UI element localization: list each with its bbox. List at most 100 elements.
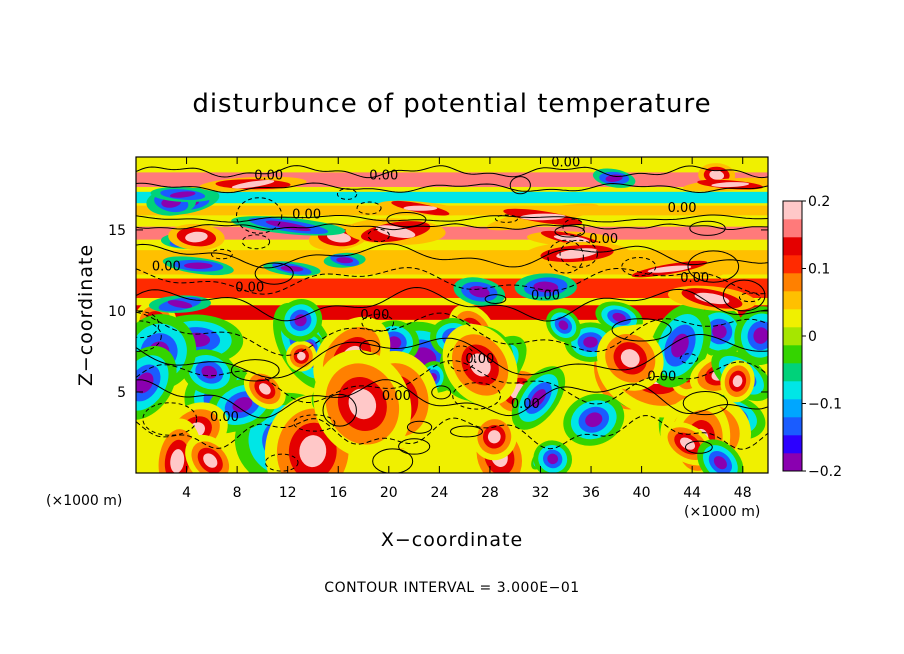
field-cell bbox=[203, 453, 218, 468]
contour-loop bbox=[682, 391, 729, 416]
colorbar-swatch bbox=[783, 381, 802, 400]
contour-label: 0.00 bbox=[511, 397, 540, 412]
colorbar: 0.2 0.1 0 −0.1 −0.2 bbox=[782, 194, 842, 480]
field-band bbox=[136, 191, 768, 204]
contour-loop bbox=[293, 414, 336, 432]
contour-line bbox=[136, 334, 768, 379]
contour-loop bbox=[449, 425, 484, 438]
contour-line bbox=[136, 286, 768, 322]
contour-loop bbox=[367, 228, 390, 243]
colorbar-swatch bbox=[783, 291, 802, 310]
field-cell bbox=[294, 314, 307, 327]
contour-label: 0.00 bbox=[589, 232, 618, 247]
contour-loop bbox=[386, 211, 427, 228]
contour-label: 0.00 bbox=[465, 352, 494, 367]
contour-label: 0.00 bbox=[254, 169, 283, 184]
contour-line bbox=[136, 243, 768, 269]
contour-loop bbox=[494, 214, 519, 223]
contour-loop bbox=[484, 294, 507, 304]
contour-loop bbox=[210, 248, 233, 260]
contour-loop bbox=[559, 239, 598, 268]
x-axis-label: X−coordinate bbox=[381, 529, 523, 551]
contour-label: 0.00 bbox=[531, 289, 560, 304]
x-tick-label: 16 bbox=[329, 485, 347, 501]
contour-loop bbox=[136, 311, 160, 339]
contour-loop bbox=[452, 382, 501, 410]
field-cell bbox=[712, 324, 727, 339]
contour-line bbox=[136, 182, 768, 194]
field-cell bbox=[169, 191, 196, 198]
colorbar-swatch bbox=[783, 219, 802, 238]
contour-loop bbox=[322, 393, 357, 427]
contour-loop bbox=[336, 188, 358, 200]
contour-label: 0.00 bbox=[292, 208, 321, 223]
field-cell bbox=[265, 220, 311, 232]
field-cell bbox=[647, 265, 692, 273]
field-cell bbox=[713, 456, 727, 470]
contour-labels: 0.00 0.00 0.00 0.00 0.00 0.00 0.00 0.00 0.00 0.00… bbox=[152, 157, 709, 425]
contour-loop bbox=[679, 353, 699, 364]
field-cell bbox=[620, 349, 640, 368]
contour-loop bbox=[738, 292, 761, 303]
field-cell bbox=[753, 327, 768, 344]
contour-line bbox=[136, 214, 768, 223]
field-blobs bbox=[136, 163, 768, 473]
field-cell bbox=[170, 449, 185, 473]
contour-label: 0.00 bbox=[647, 370, 676, 385]
contour-line bbox=[136, 267, 768, 295]
contour-line bbox=[136, 311, 768, 356]
colorbar-swatch bbox=[783, 345, 802, 364]
colorbar-swatch bbox=[783, 255, 802, 274]
field-cell bbox=[709, 170, 725, 180]
colorbar-swatch bbox=[783, 201, 802, 220]
x-tick-label: 12 bbox=[279, 485, 297, 501]
colorbar-tick-label: −0.1 bbox=[808, 397, 842, 413]
contour-lines bbox=[136, 165, 768, 473]
x-tick-label: 40 bbox=[633, 485, 651, 501]
contour-label: 0.00 bbox=[369, 169, 398, 184]
contour-loop bbox=[554, 225, 586, 238]
contour-label: 0.00 bbox=[680, 271, 709, 286]
field-cell bbox=[232, 397, 253, 413]
field-cell bbox=[348, 388, 377, 420]
contour-interval-note: CONTOUR INTERVAL = 3.000E−01 bbox=[324, 580, 579, 596]
x-tick-label: 28 bbox=[481, 485, 499, 501]
contour-label: 0.00 bbox=[360, 308, 389, 323]
colorbar-swatch bbox=[783, 435, 802, 454]
field-cell bbox=[612, 312, 626, 322]
contour-loop bbox=[236, 197, 283, 234]
colorbar-swatch bbox=[783, 399, 802, 418]
contour-loop bbox=[689, 220, 726, 236]
field-cell bbox=[136, 372, 154, 394]
contour-line bbox=[136, 165, 768, 179]
field-cell bbox=[403, 205, 438, 211]
contour-loop bbox=[241, 234, 271, 250]
contour-loop bbox=[142, 402, 198, 436]
field-cell bbox=[387, 336, 402, 349]
field-cell bbox=[671, 333, 689, 358]
contour-label: 0.00 bbox=[668, 201, 697, 216]
contour-loop bbox=[447, 345, 476, 372]
x-tick-label: 32 bbox=[532, 485, 550, 501]
contour-loop bbox=[687, 250, 740, 283]
colorbar-swatch bbox=[783, 327, 802, 346]
field-cell bbox=[558, 320, 569, 331]
x-tick-label: 20 bbox=[380, 485, 398, 501]
field-cell bbox=[183, 262, 213, 269]
contour-loop bbox=[406, 420, 433, 434]
x-unit-right: (×1000 m) bbox=[684, 504, 760, 520]
colorbar-tick-label: 0.1 bbox=[808, 262, 830, 278]
field-cell bbox=[487, 430, 501, 444]
contour-line bbox=[136, 223, 768, 231]
field-cell bbox=[297, 351, 306, 361]
contour-loop bbox=[621, 257, 657, 277]
x-axis-ticks: 4 8 12 16 20 24 28 32 36 40 44 48 bbox=[182, 157, 752, 501]
contour-loop bbox=[372, 448, 414, 473]
contour-loop bbox=[136, 320, 162, 352]
colorbar-tick-label: 0 bbox=[808, 329, 817, 345]
field-cell bbox=[533, 281, 559, 293]
field-cell bbox=[336, 257, 354, 264]
chart-title: disturbunce of potential temperature bbox=[192, 89, 711, 119]
colorbar-swatch bbox=[783, 237, 802, 256]
contour-loop bbox=[264, 453, 299, 472]
